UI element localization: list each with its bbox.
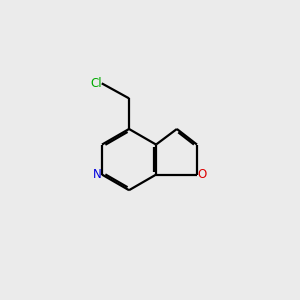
Text: Cl: Cl bbox=[90, 77, 102, 90]
Text: O: O bbox=[197, 168, 207, 181]
Text: N: N bbox=[92, 168, 101, 181]
